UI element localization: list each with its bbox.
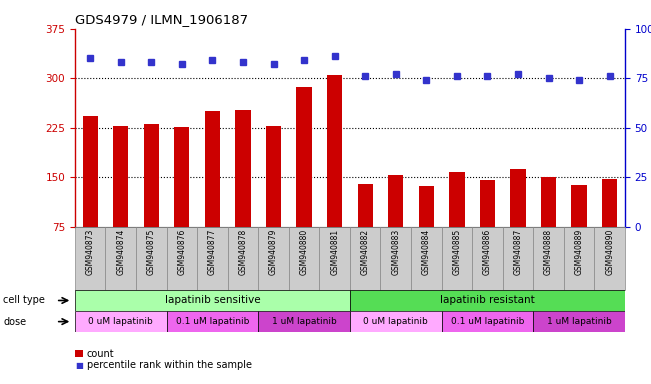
Text: lapatinib resistant: lapatinib resistant [440,295,535,306]
Bar [228,227,258,290]
Text: 1 uM lapatinib: 1 uM lapatinib [547,317,611,326]
Bar [480,180,495,276]
Bar [564,227,594,290]
Text: GSM940876: GSM940876 [177,228,186,275]
Bar [197,227,228,290]
Bar [350,311,441,332]
Bar [258,227,289,290]
Bar [167,227,197,290]
Bar [380,227,411,290]
Bar [510,169,525,276]
Text: GSM940886: GSM940886 [483,228,492,275]
Bar [388,175,404,276]
Bar [541,177,556,276]
Text: 1 uM lapatinib: 1 uM lapatinib [271,317,337,326]
Bar [205,111,220,276]
Bar [350,227,380,290]
Bar [136,227,167,290]
Bar [327,75,342,276]
Text: GSM940878: GSM940878 [238,228,247,275]
Bar [75,227,105,290]
Bar [472,227,503,290]
Bar [533,227,564,290]
Bar [533,311,625,332]
Bar [572,185,587,276]
Text: GSM940873: GSM940873 [86,228,94,275]
Bar [289,227,320,290]
Bar [441,311,533,332]
Text: GSM940889: GSM940889 [575,228,583,275]
Text: GSM940888: GSM940888 [544,228,553,275]
Text: ■: ■ [75,361,83,370]
Bar [594,227,625,290]
Bar [113,126,128,276]
Bar [350,290,625,311]
Bar [449,172,465,276]
Text: 0 uM lapatinib: 0 uM lapatinib [363,317,428,326]
Text: GSM940880: GSM940880 [299,228,309,275]
Bar [235,110,251,276]
Text: GSM940882: GSM940882 [361,228,370,275]
Text: cell type: cell type [3,295,45,306]
Bar [174,127,189,276]
Bar [419,186,434,276]
Text: GSM940874: GSM940874 [117,228,125,275]
Bar [167,311,258,332]
Text: GSM940883: GSM940883 [391,228,400,275]
Bar [105,227,136,290]
Bar [266,126,281,276]
Text: GSM940877: GSM940877 [208,228,217,275]
Text: percentile rank within the sample: percentile rank within the sample [87,360,251,370]
Text: GDS4979 / ILMN_1906187: GDS4979 / ILMN_1906187 [75,13,248,26]
Bar [83,116,98,276]
Text: dose: dose [3,316,27,327]
Text: GSM940875: GSM940875 [146,228,156,275]
Text: GSM940879: GSM940879 [269,228,278,275]
Text: GSM940881: GSM940881 [330,228,339,275]
Bar [441,227,472,290]
Bar [296,87,312,276]
Bar [320,227,350,290]
Text: GSM940885: GSM940885 [452,228,462,275]
Bar [75,311,167,332]
Bar [258,311,350,332]
Text: GSM940890: GSM940890 [605,228,614,275]
Text: 0 uM lapatinib: 0 uM lapatinib [89,317,153,326]
Bar [411,227,441,290]
Text: 0.1 uM lapatinib: 0.1 uM lapatinib [450,317,524,326]
Text: GSM940884: GSM940884 [422,228,431,275]
Text: lapatinib sensitive: lapatinib sensitive [165,295,260,306]
Bar [144,124,159,276]
Bar [357,184,373,276]
Text: 0.1 uM lapatinib: 0.1 uM lapatinib [176,317,249,326]
Text: GSM940887: GSM940887 [514,228,523,275]
Text: count: count [87,349,114,359]
Bar [75,290,350,311]
Bar [602,179,617,276]
Bar [503,227,533,290]
